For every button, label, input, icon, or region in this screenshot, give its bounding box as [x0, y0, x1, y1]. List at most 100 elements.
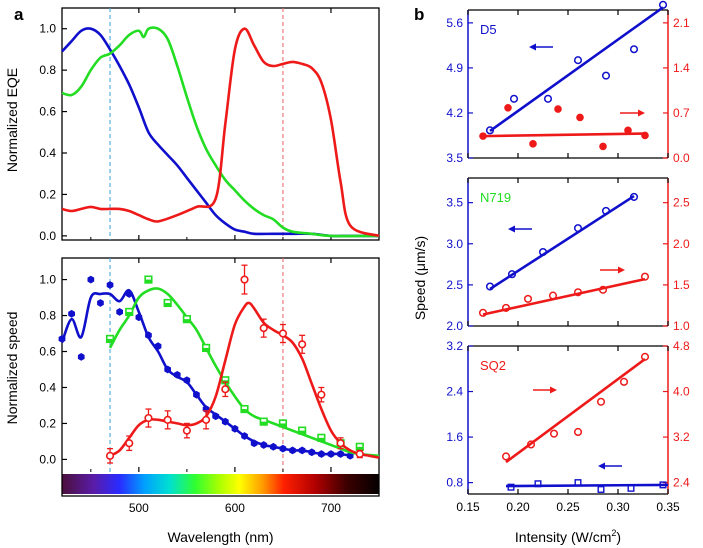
N719-blue-point: [507, 270, 517, 279]
speed-chart: 0.0 0.2 0.4 0.6 0.8 1.0 500 600 700 Normalized sp…: [4, 257, 380, 545]
speed-red-point: [259, 324, 268, 333]
D5-red-point: [504, 104, 512, 112]
SQ2-right-ytick-label: 3.2: [673, 430, 690, 444]
N719-left-ytick-label: 2.5: [446, 278, 463, 292]
speed-blue-point: [77, 353, 85, 361]
speed-blue-point: [173, 371, 181, 379]
N719-right-ytick-label: 2.5: [673, 196, 690, 210]
speed-red-point: [182, 426, 191, 435]
SQ2-red-point: [619, 377, 629, 386]
speed-green-point-fill: [318, 437, 325, 442]
SQ2-right-ytick-label: 4.8: [673, 339, 690, 353]
speed-blue-point: [68, 309, 75, 318]
speed-blue-point: [106, 281, 114, 289]
speed-blue-point: [289, 446, 296, 455]
SQ2-right-ytick-label: 4.0: [673, 385, 690, 399]
D5-left-ytick-label: 5.6: [446, 16, 463, 30]
N719-red-point: [573, 288, 583, 297]
speed-blue-point: [135, 313, 143, 322]
N719-right-ytick-label: 1.5: [673, 278, 690, 292]
speed-red-point: [163, 415, 172, 424]
speed-green-point-fill: [260, 421, 268, 425]
eqe-frame: [61, 7, 380, 241]
speed-red-point: [144, 413, 153, 423]
speed-frame: [61, 257, 380, 497]
N719-left-ytick-label: 2.0: [446, 319, 463, 333]
N719-right-ytick-label: 1.0: [673, 319, 690, 333]
speed-blue-point: [279, 444, 287, 453]
speed-green-point-fill: [279, 423, 287, 427]
SQ2-right-ytick-label: 2.4: [673, 476, 690, 490]
speed-blue-point: [116, 308, 123, 316]
SQ2-blue-point: [659, 481, 667, 489]
D5-blue-point: [601, 71, 611, 80]
SQ2-red-point: [640, 352, 650, 361]
N719-left-ytick-label: 3.5: [446, 196, 463, 210]
speed-red-point: [125, 439, 134, 448]
D5-left-ytick-label: 3.5: [446, 151, 463, 165]
N719-blue-point: [573, 224, 583, 233]
N719-blue-point: [538, 247, 548, 257]
D5-right-ytick-label: 0.0: [673, 151, 690, 165]
panel-label-b: b: [414, 5, 424, 24]
eqe-ylabel: Normalized EQE: [4, 68, 20, 172]
speed-red-point: [201, 415, 211, 424]
speed-blue-point: [193, 390, 200, 399]
speed-red-point: [240, 275, 249, 284]
D5-left-ytick-label: 4.2: [446, 106, 463, 120]
N719-blue-point: [629, 192, 639, 201]
speed-ytick-label: 0.2: [39, 416, 56, 430]
xlabel-superscript: 2: [611, 528, 616, 538]
SQ2-blue-point: [574, 479, 582, 487]
spectrum-bar: [62, 474, 379, 494]
eqe-ytick-label: 0.2: [39, 187, 56, 201]
SQ2-red-point: [549, 429, 559, 438]
SQ2-xtick-label: 0.15: [456, 500, 480, 514]
eqe-ytick-label: 0.8: [39, 63, 56, 77]
SQ2-left-ytick-label: 1.6: [446, 430, 463, 444]
D5-arrow-blue-head: [529, 43, 536, 51]
SQ2-xtick-label: 0.30: [606, 500, 630, 514]
speed-blue-point: [221, 417, 229, 426]
speed-green-point-fill: [145, 279, 152, 283]
eqe-ytick-label: 1.0: [39, 22, 56, 36]
SQ2-blue-point: [597, 485, 605, 493]
speed-xtick-label: 600: [225, 501, 245, 515]
D5-arrow-red-head: [638, 109, 645, 117]
speed-blue-point: [145, 331, 152, 340]
speed-series-red-line: [109, 301, 380, 459]
eqe-series-blue-line: [61, 27, 379, 238]
SQ2-left-ytick-label: 0.8: [446, 476, 463, 490]
D5-blue-point: [629, 45, 639, 54]
N719-red-fit-line: [482, 277, 646, 316]
N719-right-ytick-label: 2.0: [673, 237, 690, 251]
speed-blue-point: [337, 450, 344, 458]
D5-blue-point: [658, 0, 668, 9]
eqe-series-green-line: [61, 26, 380, 238]
SQ2-blue-point: [534, 480, 542, 488]
xlabel-text: Intensity (W/cm: [515, 529, 611, 545]
SQ2-xtick-label: 0.25: [556, 500, 580, 514]
speed-ytick-label: 0.8: [39, 309, 56, 323]
speed-blue-point: [164, 365, 171, 374]
speed-blue-point: [154, 342, 162, 350]
N719-title: N719: [480, 190, 511, 205]
speed-green-point-fill: [202, 347, 210, 352]
D5-blue-point: [573, 56, 583, 65]
speed-blue-point: [327, 450, 335, 458]
D5-red-point: [529, 140, 537, 148]
speed-ytick-label: 0.4: [39, 380, 56, 394]
D5-red-fit-line: [482, 132, 646, 138]
speed-red-point: [221, 385, 230, 394]
speed-red-point: [105, 451, 115, 460]
speed-green-point-fill: [356, 446, 364, 451]
N719-red-point: [523, 294, 533, 303]
speed-blue-point: [318, 450, 325, 458]
D5-blue-point: [509, 94, 519, 103]
speed-xlabel: Wavelength (nm): [167, 529, 273, 545]
speed-ytick-label: 0.6: [39, 345, 56, 359]
D5-blue-point: [485, 126, 495, 135]
speed-red-point: [278, 329, 288, 338]
D5-red-point: [554, 105, 562, 113]
